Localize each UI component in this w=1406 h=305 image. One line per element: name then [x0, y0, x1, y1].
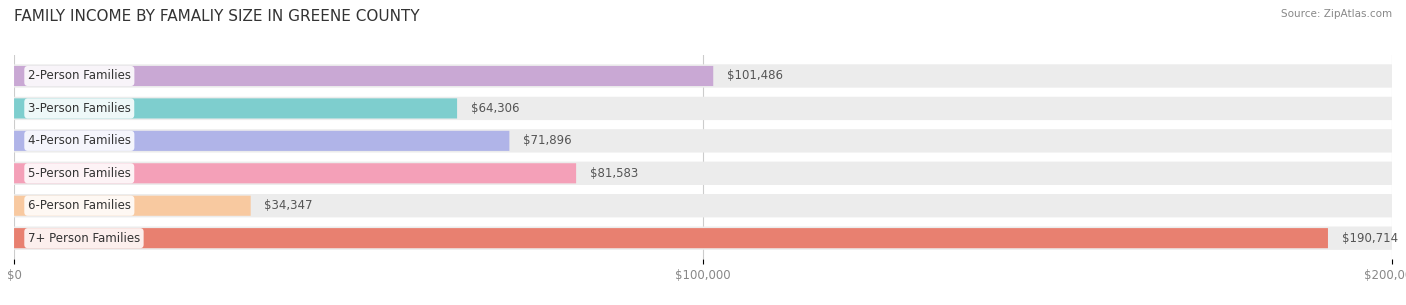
FancyBboxPatch shape: [14, 163, 576, 183]
Text: 3-Person Families: 3-Person Families: [28, 102, 131, 115]
Text: $71,896: $71,896: [523, 135, 572, 147]
Text: 4-Person Families: 4-Person Families: [28, 135, 131, 147]
FancyBboxPatch shape: [14, 194, 1392, 217]
FancyBboxPatch shape: [14, 196, 250, 216]
FancyBboxPatch shape: [14, 227, 1392, 250]
FancyBboxPatch shape: [14, 97, 1392, 120]
Text: $34,347: $34,347: [264, 199, 314, 212]
Text: $81,583: $81,583: [591, 167, 638, 180]
Text: $64,306: $64,306: [471, 102, 519, 115]
FancyBboxPatch shape: [14, 162, 1392, 185]
Text: 5-Person Families: 5-Person Families: [28, 167, 131, 180]
FancyBboxPatch shape: [14, 129, 1392, 152]
Text: 7+ Person Families: 7+ Person Families: [28, 232, 141, 245]
FancyBboxPatch shape: [14, 64, 1392, 88]
Text: FAMILY INCOME BY FAMALIY SIZE IN GREENE COUNTY: FAMILY INCOME BY FAMALIY SIZE IN GREENE …: [14, 9, 419, 24]
FancyBboxPatch shape: [14, 66, 713, 86]
FancyBboxPatch shape: [14, 131, 509, 151]
Text: $190,714: $190,714: [1341, 232, 1398, 245]
Text: Source: ZipAtlas.com: Source: ZipAtlas.com: [1281, 9, 1392, 19]
Text: $101,486: $101,486: [727, 70, 783, 82]
Text: 6-Person Families: 6-Person Families: [28, 199, 131, 212]
FancyBboxPatch shape: [14, 99, 457, 118]
Text: 2-Person Families: 2-Person Families: [28, 70, 131, 82]
FancyBboxPatch shape: [14, 228, 1327, 248]
